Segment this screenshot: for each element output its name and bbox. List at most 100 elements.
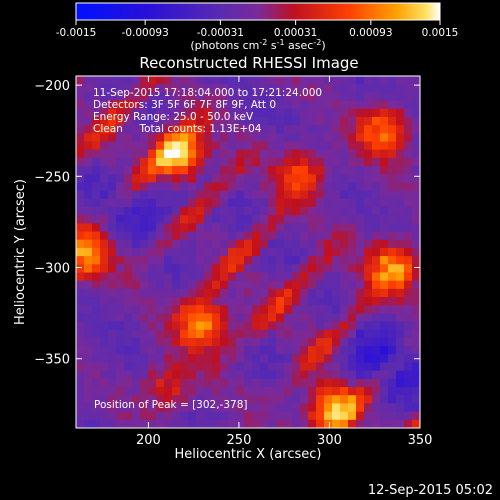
heatmap-cell — [300, 411, 309, 421]
heatmap-cell — [124, 206, 133, 216]
heatmap-cell — [404, 256, 413, 265]
heatmap-cell — [156, 108, 165, 118]
heatmap-cell — [316, 329, 325, 339]
heatmap-cell — [316, 84, 325, 93]
heatmap-cell — [164, 190, 173, 200]
heatmap-cell — [188, 321, 197, 331]
heatmap-cell — [324, 231, 333, 241]
heatmap-cell — [380, 100, 389, 110]
heatmap-cell — [132, 84, 141, 93]
heatmap-cell — [132, 125, 141, 134]
heatmap-cell — [164, 174, 173, 183]
heatmap-cell — [172, 387, 181, 396]
heatmap-cell — [396, 346, 405, 355]
heatmap-cell — [92, 149, 101, 159]
heatmap-cell — [324, 84, 333, 93]
heatmap-cell — [332, 125, 341, 134]
heatmap-cell — [76, 403, 85, 413]
heatmap-cell — [196, 362, 205, 372]
heatmap-cell — [204, 403, 213, 413]
heatmap-cell — [164, 149, 173, 159]
heatmap-cell — [212, 362, 221, 372]
heatmap-cell — [188, 149, 197, 159]
heatmap-cell — [196, 149, 205, 159]
heatmap-cell — [116, 247, 125, 257]
heatmap-cell — [260, 370, 269, 380]
heatmap-cell — [372, 157, 381, 167]
heatmap-cell — [300, 346, 309, 355]
heatmap-cell — [204, 411, 213, 421]
heatmap-cell — [276, 403, 285, 413]
heatmap-cell — [84, 149, 93, 159]
heatmap-cell — [404, 206, 413, 216]
heatmap-cell — [292, 231, 301, 241]
heatmap-cell — [140, 174, 149, 183]
heatmap-cell — [132, 419, 141, 428]
heatmap-cell — [108, 174, 117, 183]
heatmap-cell — [316, 215, 325, 224]
heatmap-cell — [180, 297, 189, 306]
heatmap-cell — [404, 419, 413, 428]
heatmap-cell — [292, 108, 301, 118]
heatmap-cell — [412, 395, 420, 404]
heatmap-cell — [276, 182, 285, 192]
heatmap-cell — [372, 419, 381, 428]
heatmap-cell — [260, 174, 269, 183]
heatmap-cell — [324, 329, 333, 339]
heatmap-cell — [252, 166, 261, 175]
heatmap-cell — [268, 239, 277, 249]
heatmap-cell — [180, 305, 189, 314]
heatmap-cell — [340, 149, 349, 159]
heatmap-cell — [100, 288, 109, 298]
heatmap-cell — [396, 149, 405, 159]
heatmap-cell — [180, 198, 189, 208]
annotation-time-range: 11-Sep-2015 17:18:04.000 to 17:21:24.000 — [93, 87, 322, 99]
heatmap-cell — [276, 84, 285, 93]
heatmap-cell — [388, 166, 397, 175]
heatmap-cell — [284, 256, 293, 265]
heatmap-cell — [308, 76, 317, 85]
heatmap-cell — [308, 215, 317, 224]
heatmap-cell — [124, 264, 133, 273]
heatmap-cell — [140, 256, 149, 265]
heatmap-cell — [100, 133, 109, 142]
heatmap-cell — [76, 378, 85, 388]
heatmap-cell — [260, 182, 269, 192]
heatmap-cell — [300, 76, 309, 85]
heatmap-cell — [116, 256, 125, 265]
heatmap-cell — [284, 166, 293, 175]
heatmap-cell — [332, 264, 341, 273]
heatmap-cell — [156, 166, 165, 175]
heatmap-cell — [332, 403, 341, 413]
heatmap-cell — [268, 125, 277, 134]
heatmap-cell — [308, 329, 317, 339]
heatmap-cell — [244, 329, 253, 339]
heatmap-cell — [116, 305, 125, 314]
heatmap-cell — [196, 206, 205, 216]
heatmap-cell — [388, 313, 397, 322]
heatmap-cell — [108, 378, 117, 388]
heatmap-cell — [372, 256, 381, 265]
heatmap-cell — [204, 174, 213, 183]
heatmap-cell — [244, 346, 253, 355]
heatmap-cell — [124, 256, 133, 265]
heatmap-cell — [324, 108, 333, 118]
heatmap-cell — [84, 370, 93, 380]
heatmap-cell — [100, 321, 109, 331]
heatmap-cell — [92, 297, 101, 306]
heatmap-cell — [244, 149, 253, 159]
heatmap-cell — [252, 141, 261, 151]
heatmap-cell — [340, 141, 349, 151]
heatmap-cell — [284, 378, 293, 388]
heatmap-cell — [348, 337, 357, 347]
heatmap-cell — [220, 313, 229, 322]
heatmap-cell — [308, 182, 317, 192]
heatmap-cell — [100, 378, 109, 388]
heatmap-cell — [124, 280, 133, 290]
heatmap-cell — [148, 354, 157, 363]
heatmap-cell — [164, 157, 173, 167]
heatmap-cell — [76, 362, 85, 372]
heatmap-cell — [348, 387, 357, 396]
heatmap-cell — [412, 419, 420, 428]
heatmap-cell — [276, 166, 285, 175]
